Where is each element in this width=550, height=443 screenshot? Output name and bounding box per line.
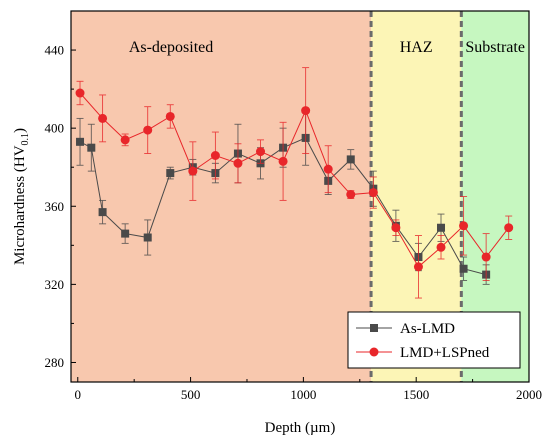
data-point-square [98,208,107,217]
data-point-circle [278,156,288,166]
data-point-circle [210,150,220,160]
data-point-circle [346,190,356,200]
legend-label: As-LMD [400,321,455,337]
legend: As-LMD LMD+LSPned [347,311,521,369]
y-axis-title: Microhardness (HV0.1) [12,128,31,265]
x-tick-label: 0 [75,387,82,402]
y-tick-label: 400 [45,121,65,136]
y-tick-label: 320 [45,277,65,292]
y-tick-label: 280 [45,355,65,370]
legend-label: LMD+LSPned [400,345,490,361]
x-tick-label: 1500 [403,387,429,402]
data-point-circle [188,166,198,176]
y-axis-title-subscript: 0.1 [20,133,31,146]
region-label-substrate: Substrate [465,39,525,56]
data-point-circle [459,221,469,231]
region-labels: As-deposited HAZ Substrate [129,39,525,56]
data-point-square [121,229,130,238]
data-point-circle [391,223,401,233]
data-point-circle [368,188,378,198]
data-point-square [87,143,96,152]
series-layer [75,67,514,299]
data-point-circle [436,242,446,252]
data-point-square [166,169,175,178]
legend-item-as-lmd: As-LMD [356,321,455,337]
data-point-circle [256,147,266,157]
region-label-haz: HAZ [400,39,433,56]
data-point-circle [233,158,243,168]
legend-marker-circle [369,347,379,357]
legend-marker-square [370,324,378,332]
data-point-square [76,137,85,146]
series-lmd-lspned [75,67,514,299]
data-point-circle [143,125,153,135]
data-point-circle [120,135,130,145]
data-point-circle [301,106,311,116]
x-axis-title: Depth (µm) [265,420,336,436]
x-axis-ticks: 0 500 1000 1500 2000 [75,377,542,402]
data-point-square [346,155,355,164]
data-point-square [437,223,446,232]
data-point-square [143,233,152,242]
y-tick-label: 440 [45,43,65,58]
x-tick-label: 2000 [516,387,542,402]
y-axis-ticks: 280 320 360 400 440 [45,43,76,370]
data-point-circle [323,164,333,174]
data-point-circle [75,88,85,98]
data-point-square [459,264,468,273]
region-backgrounds [71,11,529,382]
region-label-as-deposited: As-deposited [129,39,213,56]
region-as-deposited [71,11,372,382]
x-tick-label: 1000 [290,387,316,402]
legend-box [347,311,521,369]
data-point-circle [98,113,108,123]
plot-frame [70,10,530,383]
data-point-circle [504,223,514,233]
x-tick-label: 500 [181,387,201,402]
data-point-circle [481,252,491,262]
y-tick-label: 360 [45,199,65,214]
data-point-circle [413,262,423,272]
y-axis-title-close: ) [12,128,28,133]
legend-item-lmd-lspned: LMD+LSPned [356,345,490,361]
data-point-circle [165,111,175,121]
y-axis-title-main: Microhardness (HV [12,145,28,265]
